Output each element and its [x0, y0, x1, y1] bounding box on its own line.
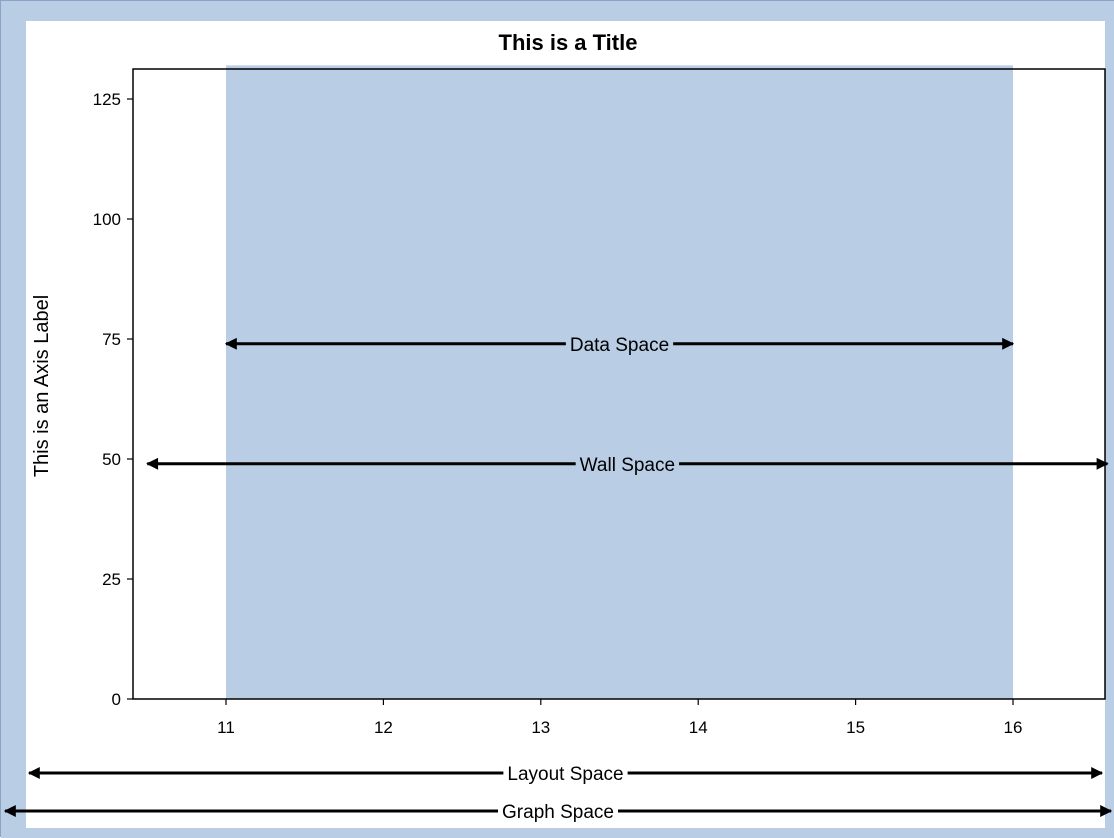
y-tick-label: 125 — [93, 90, 121, 109]
y-tick-label: 50 — [102, 450, 121, 469]
y-axis-label: This is an Axis Label — [31, 295, 53, 477]
x-tick-label: 16 — [1004, 718, 1023, 737]
wall-space-annotation: Wall Space — [146, 455, 1109, 476]
layout-space-annotation-label: Layout Space — [507, 764, 623, 785]
x-tick-label: 14 — [689, 718, 708, 737]
y-tick-label: 25 — [102, 570, 121, 589]
graph-space-annotation-label: Graph Space — [502, 802, 614, 823]
x-tick-label: 13 — [531, 718, 550, 737]
wall-space-annotation-label: Wall Space — [580, 455, 675, 476]
data-space-annotation-label: Data Space — [570, 335, 669, 356]
graph-space-annotation: Graph Space — [3, 802, 1113, 823]
wall-border — [132, 68, 1106, 700]
x-tick-label: 11 — [217, 718, 235, 737]
data-space-area — [226, 65, 1013, 699]
y-tick-label: 75 — [102, 330, 121, 349]
annotation-layer: Data Space Wall Space Layout Space Graph Sp… — [3, 335, 1113, 823]
data-space-annotation: Data Space — [224, 335, 1015, 356]
y-tick-label: 100 — [93, 210, 121, 229]
layout-space-annotation: Layout Space — [27, 764, 1104, 785]
x-tick-label: 15 — [846, 718, 865, 737]
y-tick-label: 0 — [112, 690, 121, 709]
x-tick-label: 12 — [374, 718, 393, 737]
chart-title: This is a Title — [499, 30, 638, 55]
axis-layer: 0 25 50 75 100 125 11 12 13 14 15 16 — [93, 68, 1106, 737]
